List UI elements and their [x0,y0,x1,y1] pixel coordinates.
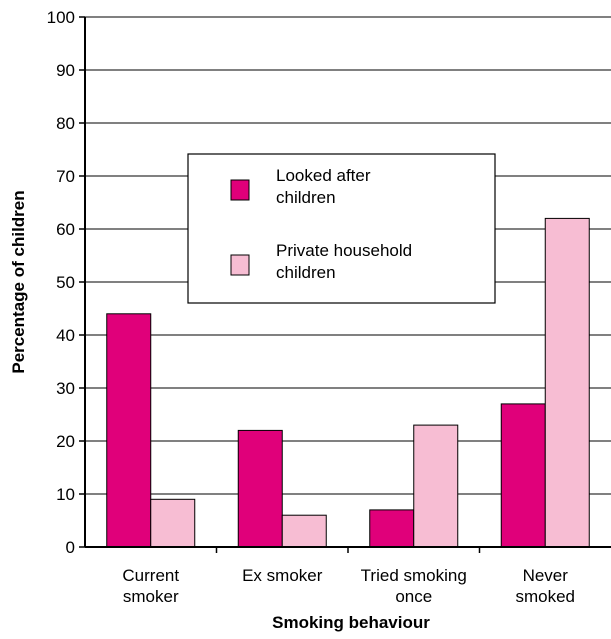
x-axis-title: Smoking behaviour [272,613,430,632]
y-tick-label: 10 [56,485,75,504]
x-tick-label: smoker [123,587,179,606]
x-tick-label: Tried smoking [361,566,467,585]
legend-label: Looked after [276,166,371,185]
bar [500,403,546,548]
legend-label: Private household [276,241,412,260]
legend-box [187,153,496,304]
x-tick-label: smoked [515,587,575,606]
legend-label: children [276,188,336,207]
x-tick-label: once [395,587,432,606]
x-tick-label: Never [523,566,569,585]
y-tick-label: 70 [56,167,75,186]
x-category-labels: Current smoker Ex smoker Tried smoking once N… [122,566,575,606]
y-tick-label: 20 [56,432,75,451]
y-axis-title: Percentage of children [9,190,28,373]
bar [369,509,415,548]
bar [106,313,152,548]
y-tick-label: 0 [66,538,75,557]
y-tick-label: 40 [56,326,75,345]
legend: Looked after children Private household chi… [187,153,496,304]
y-tick-label: 80 [56,114,75,133]
y-tick-label: 90 [56,61,75,80]
x-tick-label: Current [122,566,179,585]
legend-swatch [230,254,250,276]
bar [237,429,283,548]
bar [281,514,327,548]
x-tick-label: Ex smoker [242,566,323,585]
y-tick-labels: 0 10 20 30 40 50 60 70 80 90 100 [47,8,75,557]
y-tick-label: 50 [56,273,75,292]
axes [79,16,611,553]
legend-label: children [276,263,336,282]
legend-swatch [230,179,250,201]
y-tick-label: 60 [56,220,75,239]
bar [544,217,590,548]
y-tick-label: 30 [56,379,75,398]
bar [150,498,196,548]
y-tick-label: 100 [47,8,75,27]
bar [413,424,459,548]
